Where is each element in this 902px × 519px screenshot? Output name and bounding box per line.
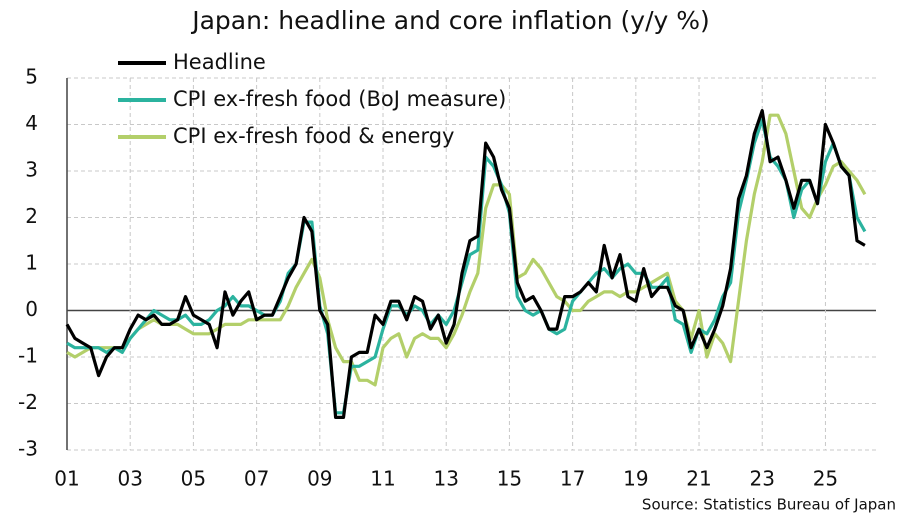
x-tick-label: 23 [750, 467, 775, 491]
y-tick-label: 3 [25, 158, 38, 182]
source: Source: Statistics Bureau of Japan [642, 496, 896, 514]
x-tick-label: 11 [370, 467, 395, 491]
y-tick-label: 4 [25, 111, 38, 135]
x-tick-label: 15 [497, 467, 522, 491]
x-tick-label: 17 [560, 467, 585, 491]
y-tick-label: 0 [25, 297, 38, 321]
chart-title: Japan: headline and core inflation (y/y … [190, 6, 710, 35]
series-line [66, 118, 867, 415]
y-tick-label: 1 [25, 251, 38, 275]
x-tick-label: 25 [813, 467, 838, 491]
y-tick-label: -3 [18, 437, 38, 461]
legend-label: CPI ex-fresh food & energy [173, 124, 454, 148]
x-tick-label: 05 [181, 467, 206, 491]
series-line [65, 108, 866, 419]
x-tick-label: 07 [244, 467, 269, 491]
y-tick-label: -2 [18, 390, 38, 414]
y-tick-label: 5 [25, 65, 38, 89]
y-tick-label: -1 [18, 344, 38, 368]
x-tick-label: 03 [117, 467, 142, 491]
series-line [66, 113, 867, 387]
x-tick-label: 13 [433, 467, 458, 491]
x-tick-label: 01 [54, 467, 79, 491]
legend-label: Headline [173, 50, 266, 74]
x-tick-label: 19 [623, 467, 648, 491]
legend-label: CPI ex-fresh food (BoJ measure) [173, 87, 506, 111]
y-tick-label: 2 [25, 204, 38, 228]
x-tick-label: 21 [686, 467, 711, 491]
x-tick-label: 09 [307, 467, 332, 491]
